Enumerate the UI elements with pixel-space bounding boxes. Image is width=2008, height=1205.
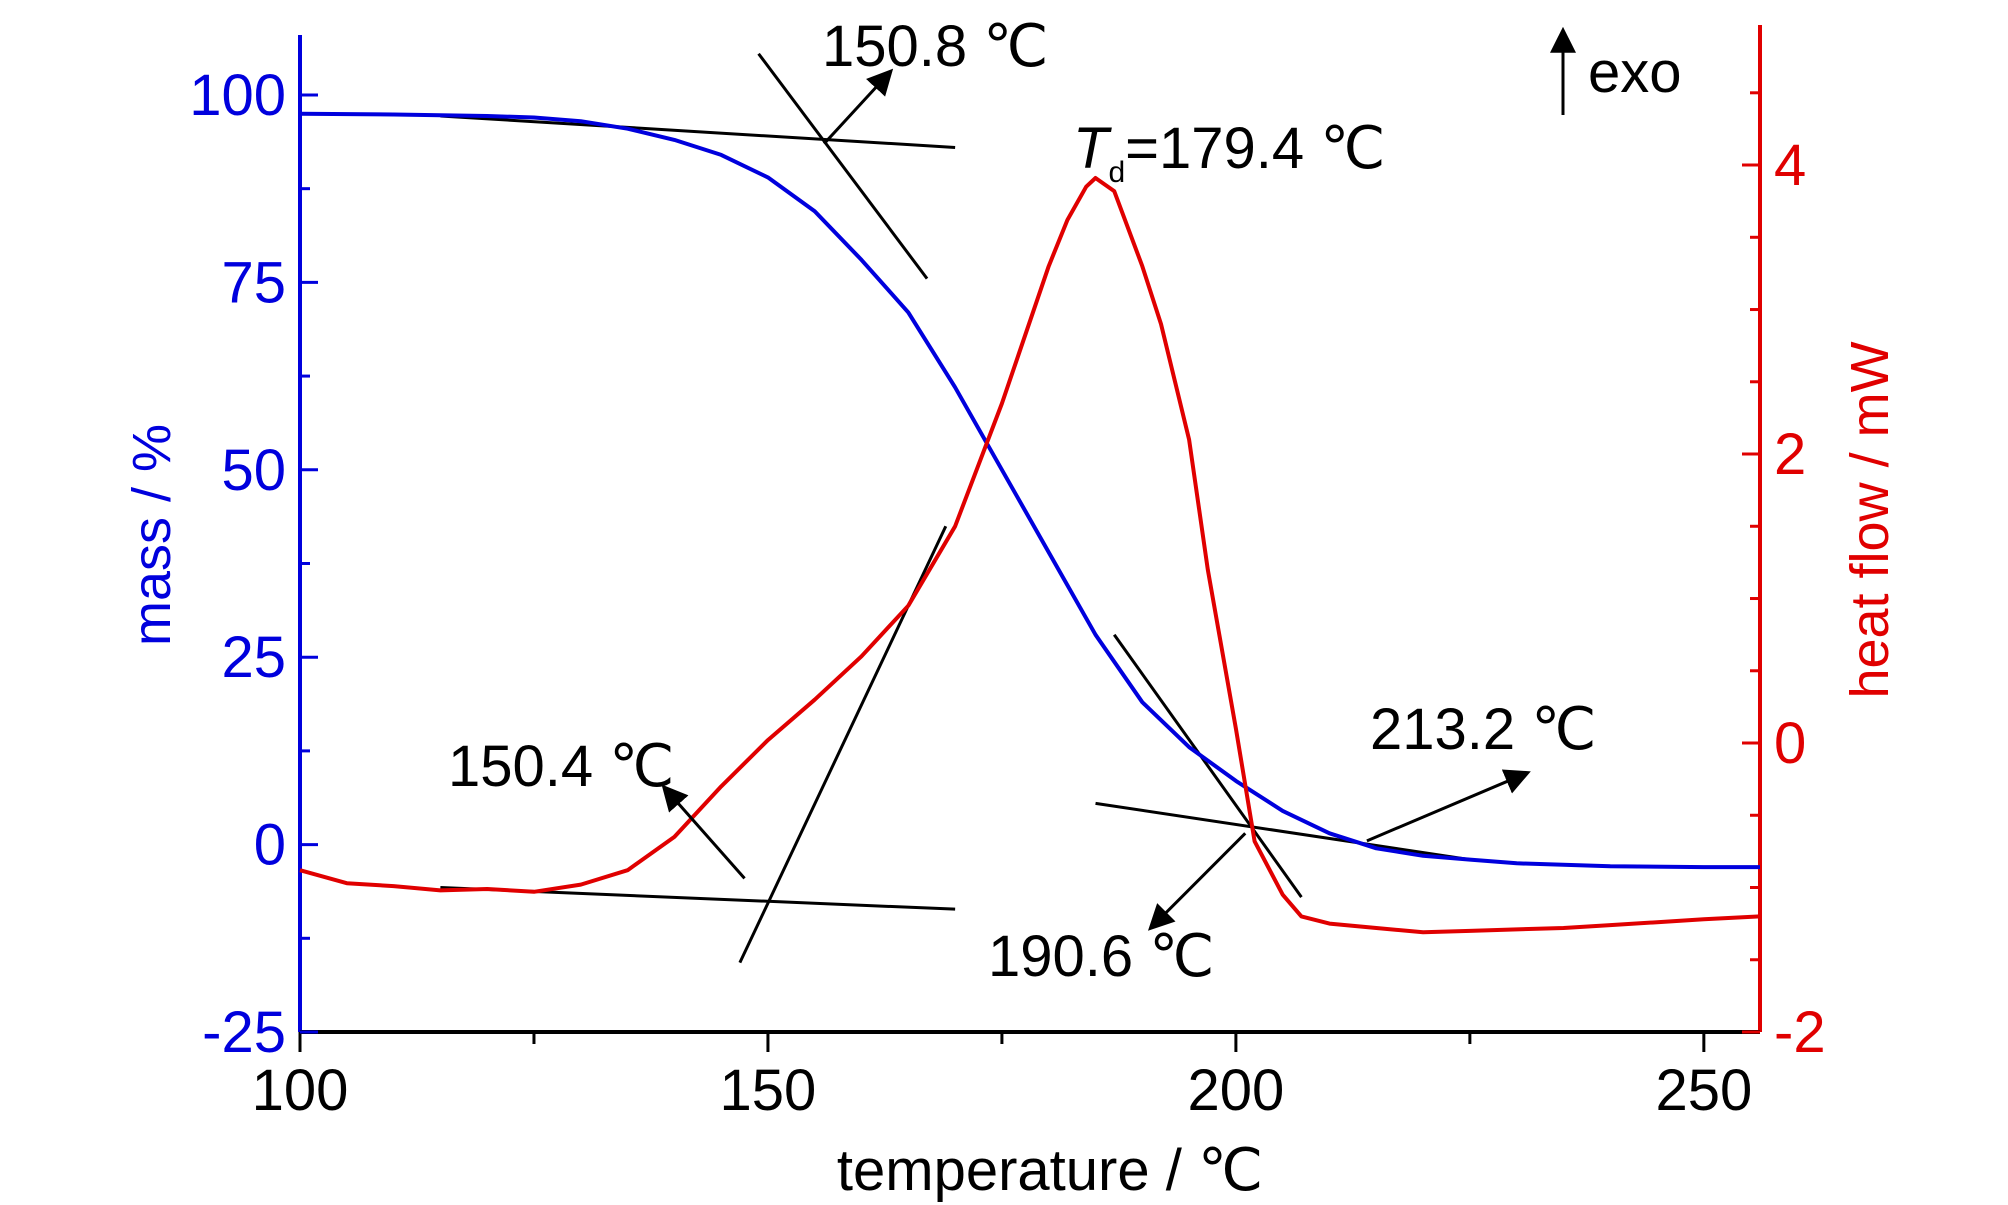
td-subscript: d [1108,156,1125,189]
x-tick-label: 100 [252,1058,349,1123]
annotations: 150.8 ℃ Td=179.4 ℃ 150.4 ℃ 213.2 ℃ 190.6… [448,14,1682,989]
annotation-arrow [1366,769,1531,843]
td-value: =179.4 ℃ [1125,116,1385,181]
annotation-arrow [822,68,894,145]
left-tick-label: 0 [254,813,286,878]
x-tick-label: 150 [720,1058,817,1123]
left-tick-label: 75 [221,250,286,315]
tangent-line [1113,633,1303,898]
annotation-td: Td=179.4 ℃ [1073,116,1385,189]
x-tick-label: 250 [1655,1058,1752,1123]
left-tick-label: -25 [202,1000,286,1065]
left-tick-label: 50 [221,438,286,503]
exo-label: exo [1588,40,1682,105]
left-tick-label: 100 [189,63,286,128]
annotation-end-heat: 190.6 ℃ [988,924,1214,989]
tangent-line [440,114,956,149]
right-tick-label: 4 [1774,133,1806,198]
annotation-arrow [661,784,746,880]
td-symbol: T [1073,116,1112,181]
x-axis-title: temperature / ℃ [837,1138,1263,1203]
heat-flow-curve [299,176,1761,935]
annotation-end-mass: 213.2 ℃ [1370,697,1596,762]
right-tick-label: 2 [1774,422,1806,487]
x-tick-label: 200 [1188,1058,1285,1123]
right-tick-label: -2 [1774,1000,1826,1065]
annotation-onset-mass: 150.8 ℃ [822,14,1048,79]
right-axis-title: heat flow / mW [1840,341,1900,698]
left-axis-title: mass / % [122,424,182,646]
annotation-onset-heat: 150.4 ℃ [448,734,674,799]
annotation-arrow [1147,832,1247,931]
right-tick-label: 0 [1774,711,1806,776]
left-tick-label: 25 [221,625,286,690]
axes: 100 150 200 2501007550250-25420-2temperatur… [122,25,1900,1203]
mass-curve [299,111,1760,870]
series-layer [299,111,1761,935]
tangent-line [757,52,929,280]
tangent-line [1095,801,1471,862]
